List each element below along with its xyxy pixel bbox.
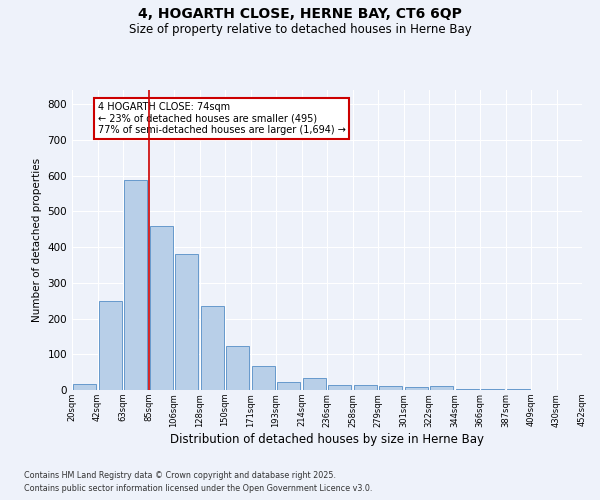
Text: 4 HOGARTH CLOSE: 74sqm
← 23% of detached houses are smaller (495)
77% of semi-de: 4 HOGARTH CLOSE: 74sqm ← 23% of detached… — [97, 102, 346, 135]
Bar — [252, 366, 275, 390]
Bar — [405, 387, 428, 390]
Bar — [328, 384, 351, 390]
Bar — [201, 306, 224, 390]
Bar — [175, 254, 198, 390]
Bar — [73, 384, 96, 390]
Bar — [150, 226, 173, 390]
Y-axis label: Number of detached properties: Number of detached properties — [32, 158, 42, 322]
Bar — [277, 382, 300, 390]
Text: Distribution of detached houses by size in Herne Bay: Distribution of detached houses by size … — [170, 432, 484, 446]
Text: 4, HOGARTH CLOSE, HERNE BAY, CT6 6QP: 4, HOGARTH CLOSE, HERNE BAY, CT6 6QP — [138, 8, 462, 22]
Text: Contains public sector information licensed under the Open Government Licence v3: Contains public sector information licen… — [24, 484, 373, 493]
Bar — [430, 386, 453, 390]
Bar — [354, 386, 377, 390]
Bar — [226, 346, 249, 390]
Text: Contains HM Land Registry data © Crown copyright and database right 2025.: Contains HM Land Registry data © Crown c… — [24, 470, 336, 480]
Text: Size of property relative to detached houses in Herne Bay: Size of property relative to detached ho… — [128, 22, 472, 36]
Bar — [481, 388, 504, 390]
Bar — [124, 180, 147, 390]
Bar — [303, 378, 326, 390]
Bar — [379, 386, 402, 390]
Bar — [456, 389, 479, 390]
Bar — [99, 302, 122, 390]
